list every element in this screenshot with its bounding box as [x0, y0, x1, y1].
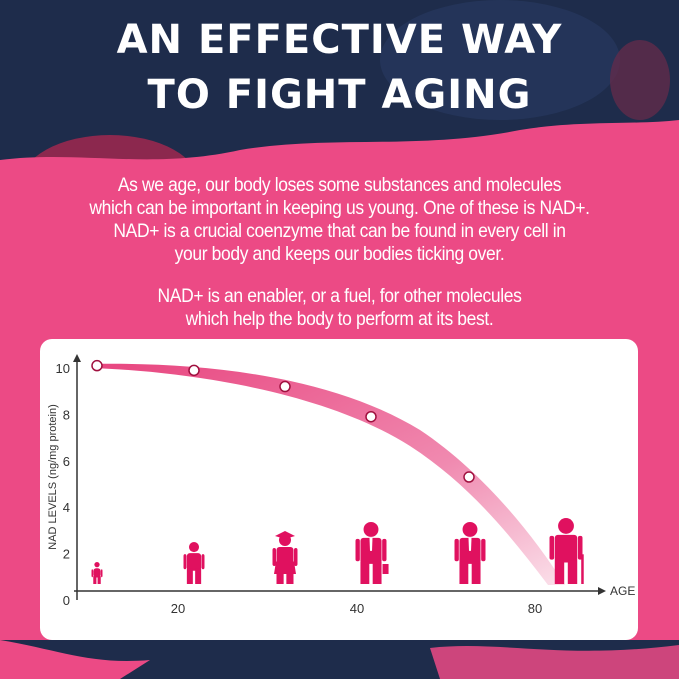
- intro-line: As we age, our body loses some substance…: [117, 175, 562, 196]
- headline-line-1: AN EFFECTIVE WAY: [116, 17, 563, 63]
- x-tick-label: 40: [350, 601, 364, 616]
- x-axis-label: AGE: [610, 584, 635, 598]
- y-tick-label: 0: [63, 593, 70, 608]
- y-tick-label: 4: [63, 500, 70, 515]
- enabler-line: NAD+ is an enabler, or a fuel, for other…: [157, 286, 522, 307]
- intro-line: your body and keeps our bodies ticking o…: [174, 244, 505, 265]
- enabler-paragraph: NAD+ is an enabler, or a fuel, for other…: [27, 285, 652, 331]
- businessman-icon: [454, 522, 486, 584]
- y-axis-label: NAD LEVELS (ng/mg protein): [47, 404, 59, 550]
- x-axis-arrow-icon: [598, 587, 606, 595]
- businessman-briefcase-icon: [355, 522, 389, 584]
- intro-line: which can be important in keeping us you…: [89, 198, 590, 219]
- headline-line-2: TO FIGHT AGING: [147, 72, 532, 118]
- baby-icon: [91, 562, 103, 584]
- nad-chart: AGE NAD LEVELS (ng/mg protein) 0 2 4 6 8 10 20…: [47, 354, 635, 616]
- graduate-icon: [272, 531, 298, 584]
- data-point: [365, 410, 377, 423]
- y-tick-label: 10: [56, 361, 70, 376]
- y-tick-label: 8: [63, 407, 70, 422]
- x-tick-label: 20: [171, 601, 185, 616]
- data-point: [463, 471, 475, 483]
- x-tick-label: 80: [528, 601, 542, 616]
- enabler-line: which help the body to perform at its be…: [185, 309, 494, 330]
- y-tick-label: 2: [63, 547, 70, 562]
- elderly-cane-icon: [549, 518, 584, 584]
- trend-band: [92, 363, 565, 585]
- y-axis-arrow-icon: [73, 354, 81, 362]
- child-icon: [183, 542, 205, 584]
- data-point: [188, 364, 200, 377]
- data-point: [279, 380, 291, 393]
- data-point: [91, 359, 103, 372]
- intro-line: NAD+ is a crucial coenzyme that can be f…: [113, 221, 566, 242]
- chart-card: AGE NAD LEVELS (ng/mg protein) 0 2 4 6 8 10 20…: [40, 339, 638, 640]
- intro-paragraph: As we age, our body loses some substance…: [27, 174, 652, 266]
- y-tick-label: 6: [63, 454, 70, 469]
